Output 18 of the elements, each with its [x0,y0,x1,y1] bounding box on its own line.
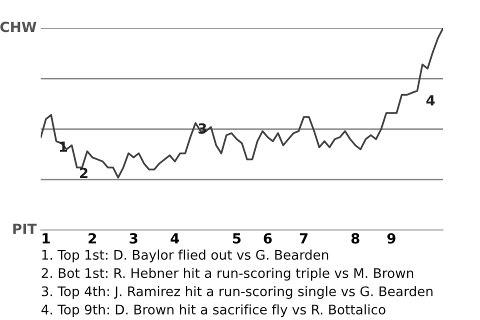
text: 2. Bot 1st: R. Hebner hit a run-scoring triple vs M. Brown [42,268,414,281]
x-tick-label: 3 [130,233,138,244]
x-tick-label: 9 [387,233,396,244]
text: CHW [0,22,36,32]
annotation: 2 [80,168,88,178]
annotation: 3 [198,123,206,134]
x-tick-label: 5 [233,233,241,244]
x-tick-label: 7 [300,233,308,244]
text: PIT [13,224,37,234]
text: 3. Top 4th: J. Ramirez hit a run-scoring single vs G. Bearden [42,286,432,299]
x-tick-label: 6 [264,233,272,244]
text: 4. Top 9th: D. Brown hit a sacrifice fly vs R. Bottalico [41,304,386,318]
annotation: 4 [426,95,435,106]
x-tick-label: 4 [170,233,180,244]
x-tick-label: 2 [88,233,96,244]
x-tick-label: 8 [351,233,360,244]
x-tick-label: 1 [42,233,50,244]
text: 1. Top 1st: D. Baylor flied out vs G. Bearden [42,250,328,262]
